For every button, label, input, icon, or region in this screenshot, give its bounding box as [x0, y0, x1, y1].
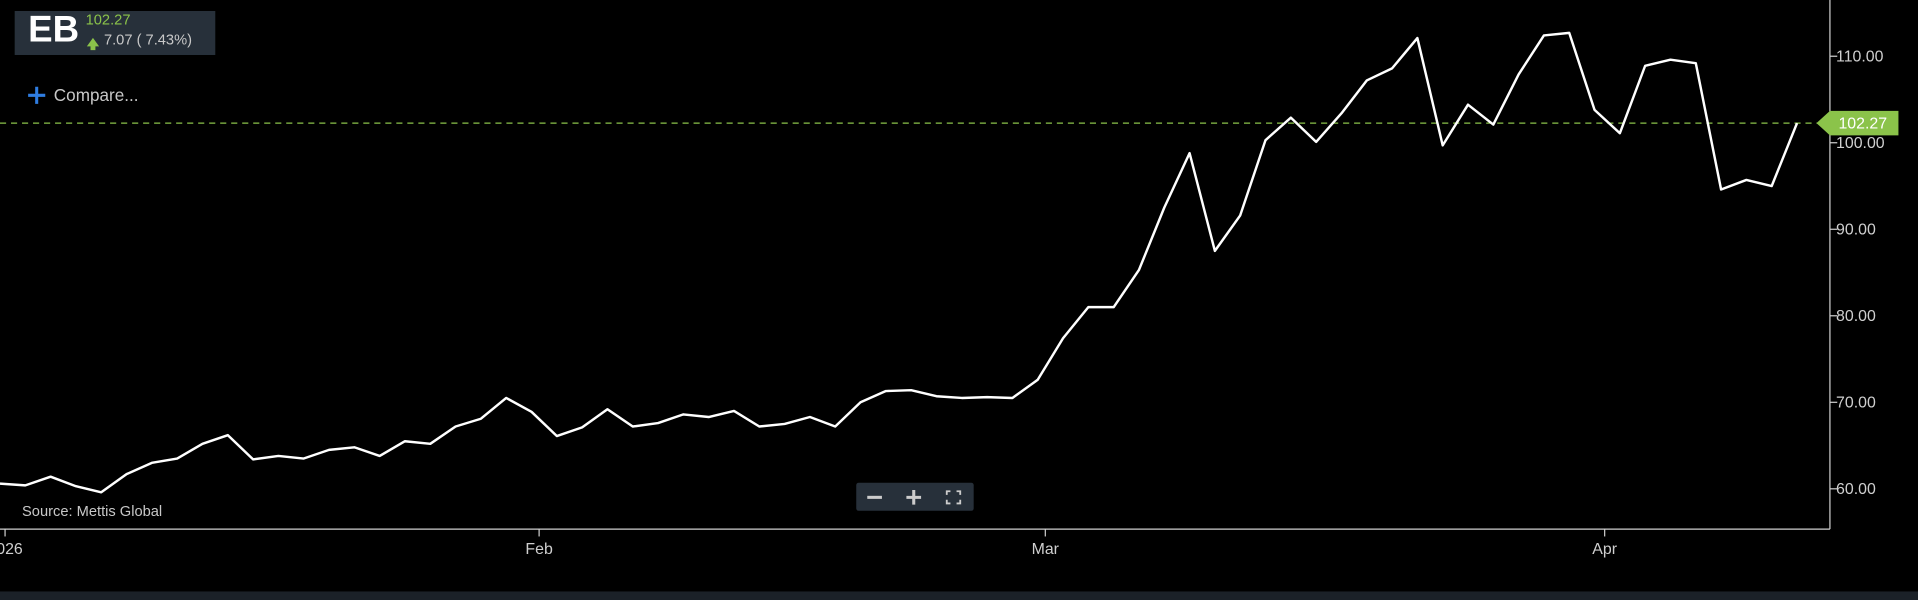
- up-arrow: [86, 37, 100, 51]
- x-tick-label: 2026: [0, 541, 23, 558]
- x-tick-label: Apr: [1592, 541, 1617, 558]
- x-tick-label: Mar: [1032, 541, 1060, 558]
- y-tick-label: 80.00: [1836, 308, 1876, 325]
- zoom-controls: [856, 482, 974, 511]
- ticker-box: [14, 10, 216, 55]
- y-tick-label: 100.00: [1836, 135, 1885, 152]
- zoom-in[interactable]: [906, 490, 922, 505]
- price: 102.27: [86, 13, 131, 29]
- change: 7.07 ( 7.43%): [104, 32, 192, 48]
- last-price-tag: [1816, 110, 1899, 136]
- price-line: [0, 31, 1799, 494]
- last-price-label: 102.27: [1838, 116, 1887, 133]
- compare-label[interactable]: Compare...: [54, 86, 139, 105]
- symbol: EB: [28, 8, 79, 49]
- compare-button[interactable]: Compare...: [28, 86, 139, 105]
- y-tick-label: 110.00: [1836, 49, 1884, 66]
- change-value: 7.07: [104, 32, 133, 48]
- y-tick-label: 70.00: [1836, 395, 1876, 412]
- source: Source: Mettis Global: [22, 504, 162, 520]
- x-tick-label: Feb: [525, 541, 553, 558]
- bottom-bar: [0, 591, 1918, 600]
- y-tick-label: 90.00: [1836, 222, 1876, 239]
- change-percent: ( 7.43%): [137, 32, 192, 48]
- fullscreen[interactable]: [945, 490, 962, 505]
- plus-icon: [28, 86, 46, 104]
- y-tick-label: 60.00: [1836, 481, 1876, 498]
